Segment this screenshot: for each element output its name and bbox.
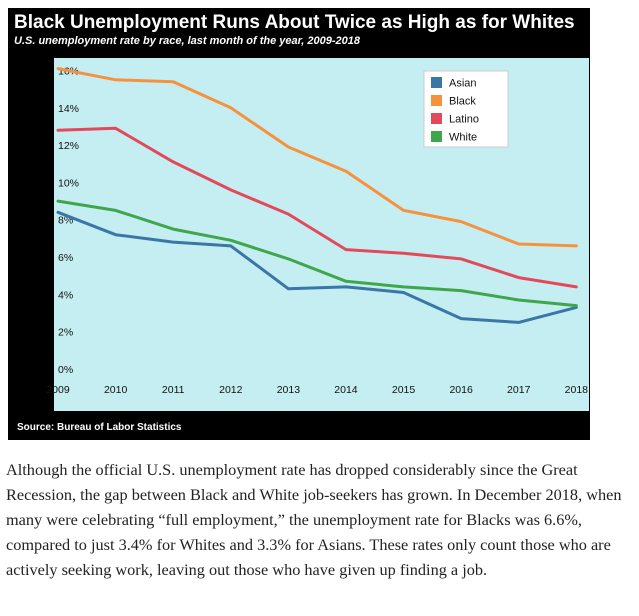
legend: Asian Black Latino White: [423, 70, 509, 148]
legend-swatch-asian: [431, 77, 442, 88]
line-chart: 0%2%4%6%8%10%12%14%16%2009 2010 2011 2012 20…: [46, 58, 589, 411]
x-tick-label: 2014: [334, 384, 358, 396]
y-tick-label: 4%: [58, 289, 73, 301]
x-tick-label: 2013: [277, 384, 301, 396]
chart-figure: Black Unemployment Runs About Twice as H…: [8, 8, 590, 440]
legend-swatch-latino: [431, 113, 442, 124]
y-tick-label: 12%: [58, 140, 79, 152]
x-tick-label: 2011: [162, 384, 185, 396]
source-note: Source: Bureau of Labor Statistics: [17, 422, 182, 433]
legend-label-white: White: [449, 132, 477, 144]
x-tick-label: 2017: [507, 384, 531, 396]
legend-swatch-black: [431, 95, 442, 106]
x-tick-label: 2018: [565, 384, 589, 396]
chart-subtitle: U.S. unemployment rate by race, last mon…: [14, 35, 361, 47]
x-tick-label: 2010: [104, 384, 128, 396]
x-tick-label: 2012: [219, 384, 243, 396]
legend-label-black: Black: [449, 96, 476, 108]
series-line-white: [56, 199, 578, 308]
legend-label-latino: Latino: [449, 114, 479, 126]
legend-swatch-white: [431, 131, 442, 142]
y-tick-label: 2%: [58, 327, 73, 339]
chart-title: Black Unemployment Runs About Twice as H…: [14, 12, 575, 33]
y-tick-label: 14%: [58, 103, 79, 115]
series-line-asian: [56, 210, 578, 324]
legend-label-asian: Asian: [449, 78, 477, 90]
x-tick-label: 2016: [449, 384, 473, 396]
x-tick-label: 2009: [46, 384, 70, 396]
x-tick-label: 2015: [392, 384, 416, 396]
y-tick-label: 0%: [58, 364, 73, 376]
article-caption: Although the official U.S. unemployment …: [6, 460, 622, 579]
y-tick-label: 10%: [58, 177, 79, 189]
series-line-latino: [56, 126, 578, 289]
y-tick-label: 6%: [58, 252, 73, 264]
series-line-black: [56, 67, 578, 248]
